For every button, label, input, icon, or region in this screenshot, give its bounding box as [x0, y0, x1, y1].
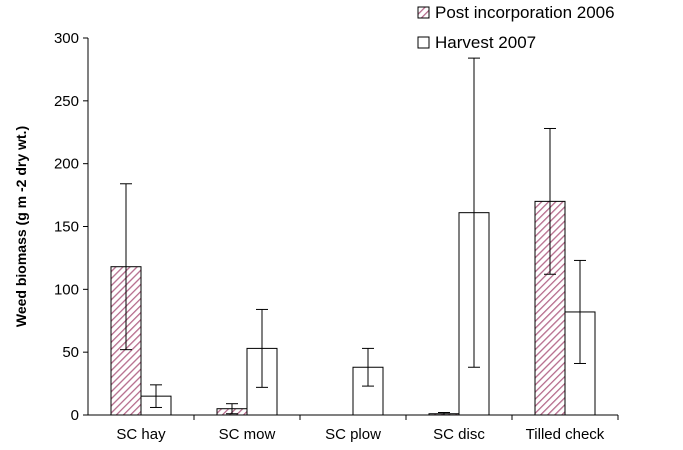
y-tick-label: 250 — [54, 93, 79, 110]
y-axis-title: Weed biomass (g m -2 dry wt.) — [13, 126, 29, 327]
x-tick-label: SC plow — [325, 426, 381, 443]
legend-label: Harvest 2007 — [435, 33, 536, 52]
legend-swatch — [417, 36, 430, 49]
y-tick-label: 300 — [54, 30, 79, 47]
y-tick-label: 100 — [54, 281, 79, 298]
y-tick-label: 0 — [71, 407, 79, 424]
y-tick-label: 150 — [54, 219, 79, 236]
x-tick-label: SC disc — [433, 426, 485, 443]
x-tick-label: SC hay — [116, 426, 166, 443]
legend-swatch — [417, 6, 430, 19]
x-tick-label: SC mow — [219, 426, 276, 443]
y-tick-label: 200 — [54, 156, 79, 173]
y-tick-label: 50 — [62, 344, 79, 361]
legend-label: Post incorporation 2006 — [435, 3, 615, 22]
x-tick-label: Tilled check — [526, 426, 605, 443]
